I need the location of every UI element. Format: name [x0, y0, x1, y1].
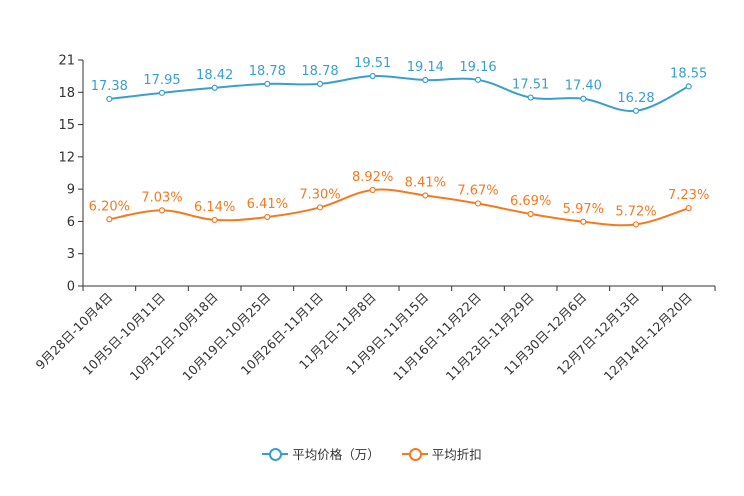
discount-point — [316, 204, 324, 211]
price-data-label: 17.38 — [91, 79, 128, 94]
discount-point — [211, 216, 218, 224]
discount-data-label: 5.72% — [615, 204, 656, 219]
discount-point — [632, 221, 640, 228]
series-price-line — [109, 74, 690, 113]
discount-data-label: 7.30% — [299, 187, 340, 202]
discount-data-label: 8.92% — [352, 170, 393, 185]
price-data-label: 18.42 — [196, 68, 233, 83]
discount-data-label: 5.97% — [563, 202, 604, 217]
series-discount: 6.20% 7.03% 6.14% 6.41% 7.30% 8.92% 8.41% 7.67%… — [89, 170, 709, 228]
discount-point — [264, 213, 271, 221]
series-discount-line — [109, 188, 689, 227]
x-category-label: 12月14日-12月20日 — [601, 290, 695, 384]
price-point — [632, 107, 640, 114]
x-category-label: 10月19日-10月25日 — [179, 290, 273, 384]
price-data-label: 17.51 — [512, 78, 549, 93]
price-point — [422, 76, 429, 84]
discount-data-label: 8.41% — [405, 175, 446, 190]
price-data-label: 18.78 — [301, 64, 338, 79]
legend-price-label: 平均价格（万） — [292, 447, 380, 462]
chart-legend: 平均价格（万） 平均折扣 — [0, 444, 744, 463]
y-tick-label: 3 — [67, 247, 75, 262]
legend-discount-marker-icon — [401, 447, 428, 461]
legend-discount-label: 平均折扣 — [431, 447, 482, 462]
price-point — [316, 80, 324, 87]
series-price: 17.38 17.95 18.42 18.78 18.78 19.51 19.14 19.16… — [91, 56, 707, 114]
legend-price-marker-icon — [262, 447, 289, 461]
discount-data-label: 6.20% — [89, 199, 130, 214]
y-tick-label: 15 — [58, 118, 75, 133]
discount-point — [580, 218, 587, 225]
discount-point — [527, 210, 534, 218]
discount-data-label: 6.41% — [247, 197, 288, 212]
discount-point — [106, 216, 113, 223]
discount-data-label: 7.67% — [457, 183, 498, 198]
discount-point — [685, 205, 692, 212]
discount-point — [422, 192, 429, 199]
price-data-label: 17.40 — [565, 79, 602, 94]
y-tick-label: 21 — [58, 54, 75, 69]
discount-data-label: 6.69% — [510, 194, 551, 209]
x-category-label: 11月16日-11月22日 — [390, 290, 484, 384]
price-data-label: 18.55 — [670, 66, 707, 81]
price-point — [474, 76, 482, 83]
x-category-label: 10月12日-10月18日 — [127, 290, 221, 384]
price-point — [527, 94, 534, 101]
price-point — [264, 80, 271, 87]
y-tick-label: 9 — [67, 183, 75, 198]
price-data-label: 19.51 — [354, 56, 391, 71]
discount-data-label: 6.14% — [194, 200, 235, 215]
discount-data-label: 7.03% — [141, 190, 182, 205]
discount-point — [474, 200, 482, 207]
y-tick-label: 6 — [67, 215, 75, 230]
price-data-label: 19.14 — [407, 60, 444, 75]
y-tick-label: 12 — [58, 150, 75, 165]
x-category-label: 11月23日-11月29日 — [443, 290, 537, 384]
y-tick-label: 0 — [67, 280, 75, 295]
line-chart: 0369121518219月28日-10月4日10月5日-10月11日10月12… — [33, 54, 716, 384]
price-data-label: 17.95 — [143, 73, 180, 88]
legend-item-price[interactable]: 平均价格（万） — [262, 444, 380, 463]
y-tick-label: 18 — [58, 86, 75, 101]
price-data-label: 16.28 — [617, 91, 654, 106]
price-point — [685, 83, 692, 90]
discount-data-label: 7.23% — [668, 188, 709, 203]
discount-point — [158, 207, 166, 214]
price-data-label: 18.78 — [249, 64, 286, 79]
price-point — [106, 95, 113, 103]
price-point — [211, 84, 218, 91]
price-point — [158, 89, 166, 96]
price-point — [580, 95, 587, 102]
legend-item-discount[interactable]: 平均折扣 — [401, 444, 482, 463]
discount-point — [369, 186, 376, 194]
price-data-label: 19.16 — [459, 60, 496, 75]
price-point — [369, 72, 376, 80]
